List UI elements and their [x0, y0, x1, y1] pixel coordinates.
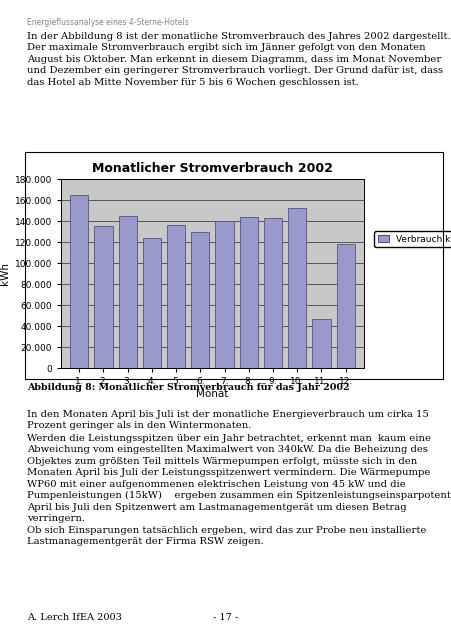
Text: - 17 -: - 17 -	[213, 613, 238, 622]
Bar	[312, 319, 330, 368]
Text: A. Lerch IfEA 2003: A. Lerch IfEA 2003	[27, 613, 122, 622]
Bar	[94, 227, 112, 368]
Bar	[70, 195, 88, 368]
Bar	[143, 238, 161, 368]
Text: In den Monaten April bis Juli ist der monatliche Energieverbrauch um cirka 15
Pr: In den Monaten April bis Juli ist der mo…	[27, 410, 428, 430]
Bar	[263, 218, 281, 368]
Bar	[336, 244, 354, 368]
Legend: Verbrauch kWh: Verbrauch kWh	[373, 231, 451, 247]
Bar	[215, 221, 233, 368]
Bar	[118, 216, 137, 368]
Title: Monatlicher Stromverbrauch 2002: Monatlicher Stromverbrauch 2002	[92, 163, 332, 175]
Bar	[288, 207, 306, 368]
X-axis label: Monat: Monat	[196, 389, 228, 399]
Bar	[167, 225, 185, 368]
Text: In der Abbildung 8 ist der monatliche Stromverbrauch des Jahres 2002 dargestellt: In der Abbildung 8 ist der monatliche St…	[27, 32, 450, 87]
Bar	[239, 217, 258, 368]
Y-axis label: kWh: kWh	[0, 262, 10, 285]
Bar	[191, 232, 209, 368]
Text: Energieflussanalyse eines 4-Sterne-Hotels: Energieflussanalyse eines 4-Sterne-Hotel…	[27, 18, 189, 27]
Text: Werden die Leistungsspitzen über ein Jahr betrachtet, erkennt man  kaum eine
Abw: Werden die Leistungsspitzen über ein Jah…	[27, 434, 451, 546]
Text: Abbildung 8: Monatlicher Stromverbrauch für das Jahr 2002: Abbildung 8: Monatlicher Stromverbrauch …	[27, 383, 349, 392]
